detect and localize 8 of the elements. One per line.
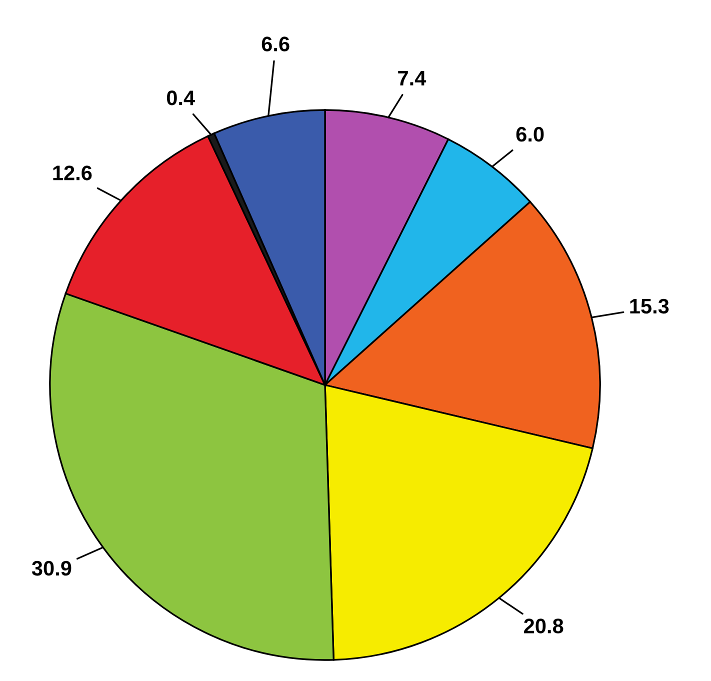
data-label: 15.3: [630, 298, 669, 314]
data-label: 7.4: [398, 70, 426, 86]
data-label: 30.9: [32, 560, 72, 576]
data-label: 6.6: [262, 36, 290, 52]
data-label: 0.4: [166, 90, 195, 106]
data-label: 20.8: [524, 618, 564, 634]
data-label: 6.0: [516, 126, 544, 142]
data-label: 12.6: [53, 166, 92, 180]
